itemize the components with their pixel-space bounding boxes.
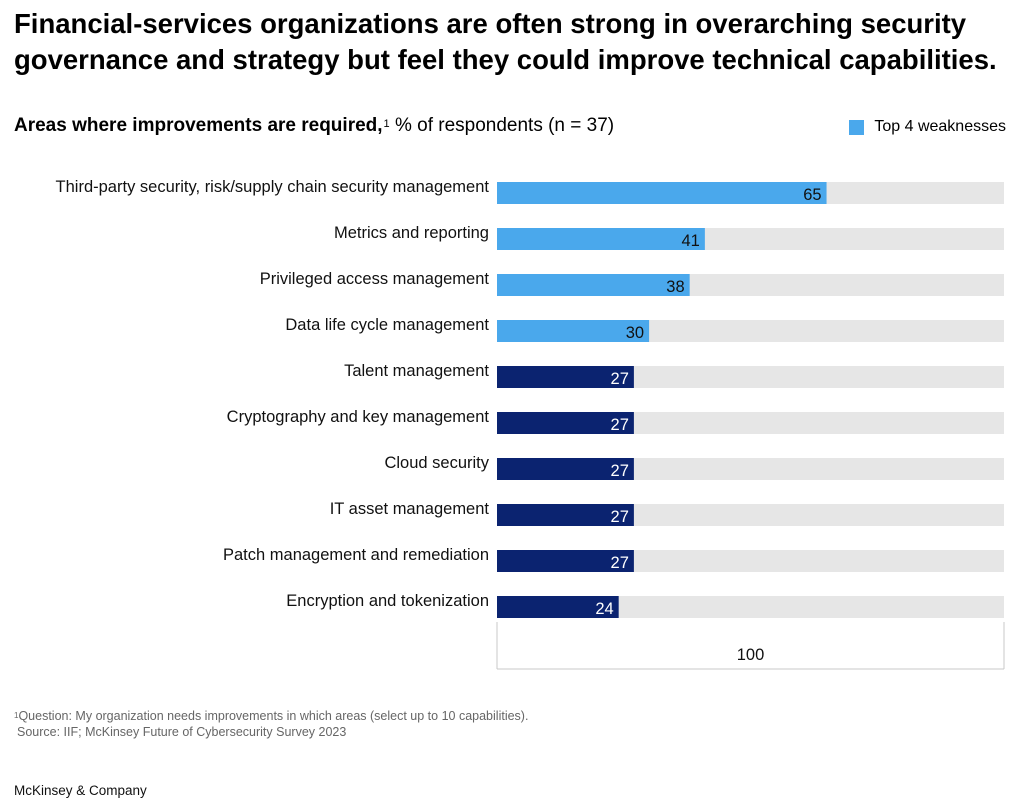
category-label: Data life cycle management — [285, 316, 489, 334]
bar — [497, 366, 634, 388]
category-label: Cloud security — [384, 454, 489, 472]
subtitle-bold: Areas where improvements are required, — [14, 115, 383, 136]
footnote-source: Source: IIF; McKinsey Future of Cybersec… — [17, 725, 347, 739]
bar — [497, 182, 827, 204]
value-label: 41 — [682, 232, 700, 250]
category-label: Metrics and reporting — [334, 224, 489, 242]
chart-title: Financial-services organizations are oft… — [14, 8, 997, 75]
bar — [497, 458, 634, 480]
bar — [497, 596, 619, 618]
value-label: 27 — [611, 370, 629, 388]
category-label: Talent management — [344, 362, 489, 380]
category-label: Third-party security, risk/supply chain … — [56, 178, 490, 196]
subtitle-rest: % of respondents (n = 37) — [389, 115, 615, 136]
bar — [497, 228, 705, 250]
category-label: Cryptography and key management — [227, 408, 490, 426]
category-label: IT asset management — [330, 500, 490, 518]
bar-chart: Third-party security, risk/supply chain … — [56, 178, 1005, 670]
value-label: 24 — [595, 600, 613, 618]
value-label: 27 — [611, 508, 629, 526]
category-label: Patch management and remediation — [223, 546, 489, 564]
bar — [497, 320, 650, 342]
footnote: 1Question: My organization needs improve… — [14, 708, 528, 740]
footnote-question: 1Question: My organization needs improve… — [14, 709, 528, 723]
bar — [497, 412, 634, 434]
chart-subtitle: Areas where improvements are required,1 … — [14, 113, 614, 139]
footnote-mark: 1 — [14, 711, 19, 720]
value-label: 30 — [626, 324, 644, 342]
footnote-question-text: Question: My organization needs improvem… — [18, 709, 529, 723]
brand-logo-text: McKinsey & Company — [14, 783, 147, 798]
bar — [497, 550, 634, 572]
category-label: Encryption and tokenization — [286, 592, 489, 610]
value-label: 27 — [611, 462, 629, 480]
bar — [497, 274, 690, 296]
value-label: 27 — [611, 554, 629, 572]
axis-max-label: 100 — [737, 646, 765, 664]
legend-label: Top 4 weaknesses — [874, 118, 1006, 135]
value-label: 38 — [666, 278, 684, 296]
legend-swatch — [849, 119, 865, 135]
value-label: 27 — [611, 416, 629, 434]
legend: Top 4 weaknesses — [849, 118, 1006, 136]
value-label: 65 — [803, 186, 821, 204]
subtitle-note-mark: 1 — [383, 118, 390, 130]
bar — [497, 504, 634, 526]
bar-track — [497, 596, 1004, 618]
category-label: Privileged access management — [260, 270, 490, 288]
